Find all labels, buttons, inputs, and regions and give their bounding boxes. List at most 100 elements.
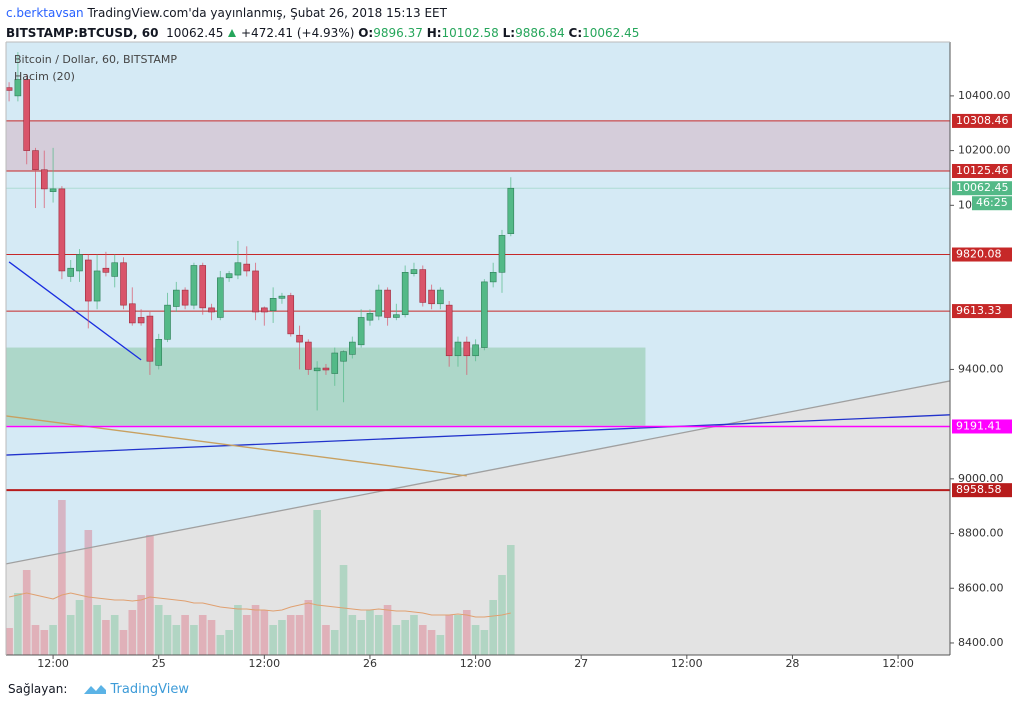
candle-body (305, 341, 312, 370)
footer: Sağlayan: TradingView (8, 679, 189, 700)
x-tick-label: 12:00 (248, 657, 280, 670)
candle-body (40, 169, 48, 190)
header-line: BITSTAMP:BTCUSD, 60 10062.45 +472.41 (+4… (6, 23, 639, 43)
ohlc-label: H: (426, 26, 442, 40)
candle-body (208, 307, 215, 313)
volume-bar (146, 535, 154, 655)
candle-body (181, 289, 189, 306)
legend-entry: Bitcoin / Dollar, 60, BITSTAMP (14, 53, 177, 66)
candle-body (234, 262, 242, 276)
countdown-tag (972, 196, 1012, 211)
price-tag (952, 483, 1012, 498)
volume-bar (445, 615, 453, 655)
candle-body (454, 341, 462, 357)
volume-bar (22, 570, 31, 655)
candle-body (261, 307, 268, 313)
volume-bar (480, 630, 489, 655)
chart: Bitcoin / Dollar, 60, BITSTAMP Hacim (20)… (5, 41, 1012, 670)
change: +472.41 (+4.93%) (241, 26, 355, 40)
candle-body (357, 317, 365, 346)
candle-body (428, 289, 435, 305)
volume-bar (190, 625, 198, 655)
candle-body (49, 188, 57, 192)
author[interactable]: c.berktavsan (6, 6, 84, 20)
candle-body (14, 79, 22, 97)
y-tick-label: 8400.00 (958, 636, 1004, 649)
candle-body (269, 298, 277, 311)
volume-bar (489, 600, 497, 655)
x-tick-label: 12:00 (671, 657, 703, 670)
volume-bar (216, 635, 225, 655)
ohlc-value: 10102.58 (441, 26, 499, 40)
logo (83, 685, 106, 694)
volume-bar (295, 615, 304, 655)
candle-body (225, 273, 233, 279)
volume-ma (8, 592, 511, 618)
price-tag (952, 113, 1012, 128)
x-tick-label: 12:00 (37, 657, 69, 670)
volume-bar (14, 593, 22, 655)
x-tick-label: 12:00 (882, 657, 914, 670)
volume-bar (128, 610, 137, 655)
volume-bar (410, 615, 418, 655)
volume-bar (75, 600, 84, 655)
candle-body (252, 270, 259, 313)
volume-bar (225, 630, 233, 655)
y-tick-label: 8600.00 (958, 581, 1004, 594)
volume-bar (181, 615, 189, 655)
volume-bar (163, 615, 172, 655)
price-tag (952, 247, 1012, 262)
volume-bar (506, 545, 515, 655)
y-tick-label: 10400.00 (958, 89, 1011, 102)
volume-bar (207, 620, 216, 655)
ohlc-label: O: (358, 26, 374, 40)
countdown-label: 46:25 (976, 196, 1008, 209)
volume-bar (242, 615, 251, 655)
candle-body (111, 262, 119, 277)
candle-body (23, 79, 30, 151)
volume-bar (436, 635, 445, 655)
candle-body (120, 262, 127, 306)
candle-body (419, 269, 427, 303)
trend-line (6, 414, 950, 456)
volume-bar (357, 620, 365, 655)
candle-body (349, 341, 356, 355)
volume-bar (110, 615, 119, 655)
candle-body (102, 267, 110, 273)
candle-body (67, 267, 74, 277)
trend-fill (6, 380, 950, 655)
candle-body (313, 367, 321, 372)
ohlc-label: C: (568, 26, 583, 40)
volume-bar (40, 630, 49, 655)
volume-bar (260, 610, 269, 655)
candle-body (445, 304, 453, 357)
trend-line (6, 380, 950, 565)
volume-bar (154, 605, 163, 655)
volume-bar (322, 625, 330, 655)
zone (6, 347, 646, 426)
candle-body (58, 188, 66, 272)
x-tick-label: 12:00 (460, 657, 492, 670)
x-tick-label: 28 (785, 657, 799, 670)
candle-body (155, 339, 163, 366)
candle-body (331, 352, 339, 374)
ohlc-value: 9886.84 (515, 26, 565, 40)
candle-body (129, 303, 136, 324)
ohlc-value: 10062.45 (582, 26, 640, 40)
volume-bar (313, 510, 321, 655)
volume-bar (304, 600, 313, 655)
x-tick-label: 25 (152, 657, 166, 670)
candle-body (481, 281, 488, 348)
candle-body (217, 277, 224, 318)
y-tick-label: 8800.00 (958, 527, 1004, 540)
volume-bar (418, 625, 427, 655)
header-line: c.berktavsan TradingView.com'da yayınlan… (6, 3, 639, 23)
volume-bar (6, 628, 13, 655)
brand[interactable]: TradingView (110, 682, 190, 697)
volume-bar (251, 605, 260, 655)
volume-bar (58, 500, 66, 655)
volume-bar (286, 615, 295, 655)
candle-body (164, 304, 171, 340)
volume-bar (84, 530, 93, 655)
